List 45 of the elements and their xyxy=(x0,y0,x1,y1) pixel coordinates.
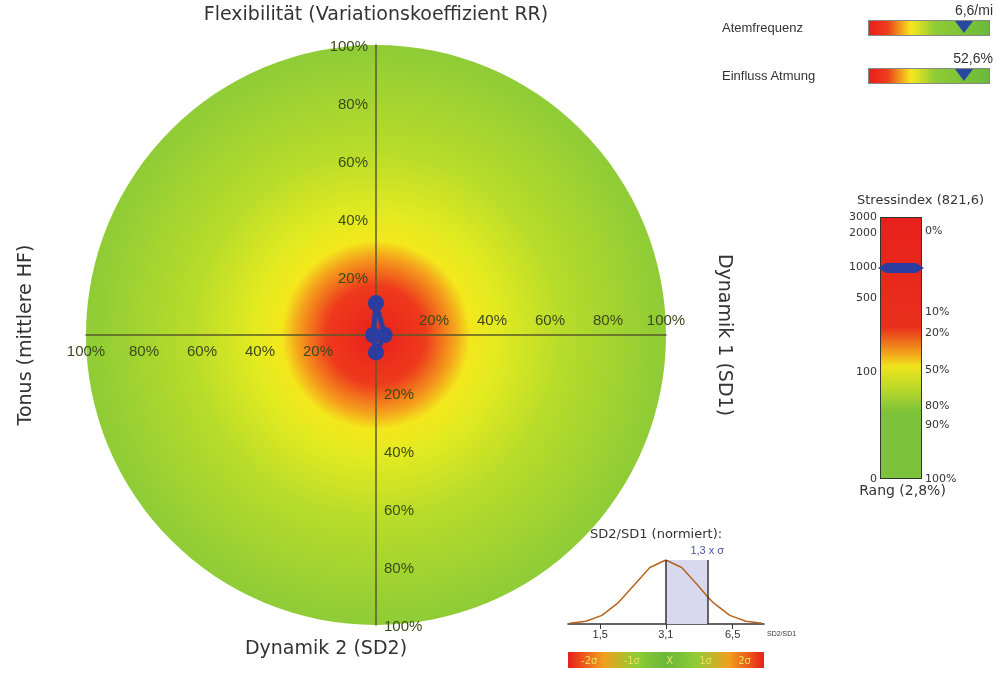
x-tick-label: 1,5 xyxy=(592,627,608,640)
ref-line-label: 1,3 x σ xyxy=(690,543,725,556)
text: 1σ xyxy=(699,654,712,666)
text: X xyxy=(666,654,674,666)
text: 10% xyxy=(925,305,950,318)
text: 100 xyxy=(856,365,877,378)
text: 80% xyxy=(925,399,950,412)
text: 20% xyxy=(925,326,950,339)
spoke-label: Tonus (mittlere HF) xyxy=(13,244,35,426)
text: Rang (2,8%) xyxy=(858,482,947,498)
text: 2000 xyxy=(849,226,877,239)
text: 1000 xyxy=(849,260,877,273)
text: 40% xyxy=(337,210,368,228)
text: 40% xyxy=(384,442,415,460)
text: Stressindex (821,6) xyxy=(856,192,985,207)
x-tick-label: 3,1 xyxy=(658,627,674,640)
text: 6,6/mi xyxy=(954,2,993,18)
text: 90% xyxy=(925,418,950,431)
text: 80% xyxy=(592,311,624,328)
text: 80% xyxy=(337,94,368,112)
text: 52,6% xyxy=(953,50,993,66)
text: 500 xyxy=(856,291,877,304)
text: Atemfrequenz xyxy=(722,20,803,35)
text: 50% xyxy=(925,363,950,376)
text: 20% xyxy=(418,311,450,328)
text: -2σ xyxy=(581,654,598,666)
text: 2σ xyxy=(738,654,751,666)
text: 80% xyxy=(384,558,415,576)
text: 0 xyxy=(870,472,877,485)
spoke-label: Flexibilität (Variationskoeffizient RR) xyxy=(202,2,550,24)
text: 60% xyxy=(337,152,368,170)
text: 100% xyxy=(925,472,957,485)
spoke-label: Dynamik 2 (SD2) xyxy=(243,636,409,658)
text: 40% xyxy=(476,311,508,328)
chart-title: SD2/SD1 (normiert): xyxy=(590,526,723,541)
text: 20% xyxy=(384,384,415,402)
text: Einfluss Atmung xyxy=(722,68,816,83)
text: 20% xyxy=(337,268,368,286)
spoke-label: Dynamik 1 (SD1) xyxy=(715,253,737,417)
text: 60% xyxy=(534,311,566,328)
text: 60% xyxy=(384,500,415,518)
text: 0% xyxy=(925,224,943,237)
x-tick-label: 6,5 xyxy=(724,627,741,640)
text: 3000 xyxy=(849,210,877,223)
text: -1σ xyxy=(623,654,640,666)
